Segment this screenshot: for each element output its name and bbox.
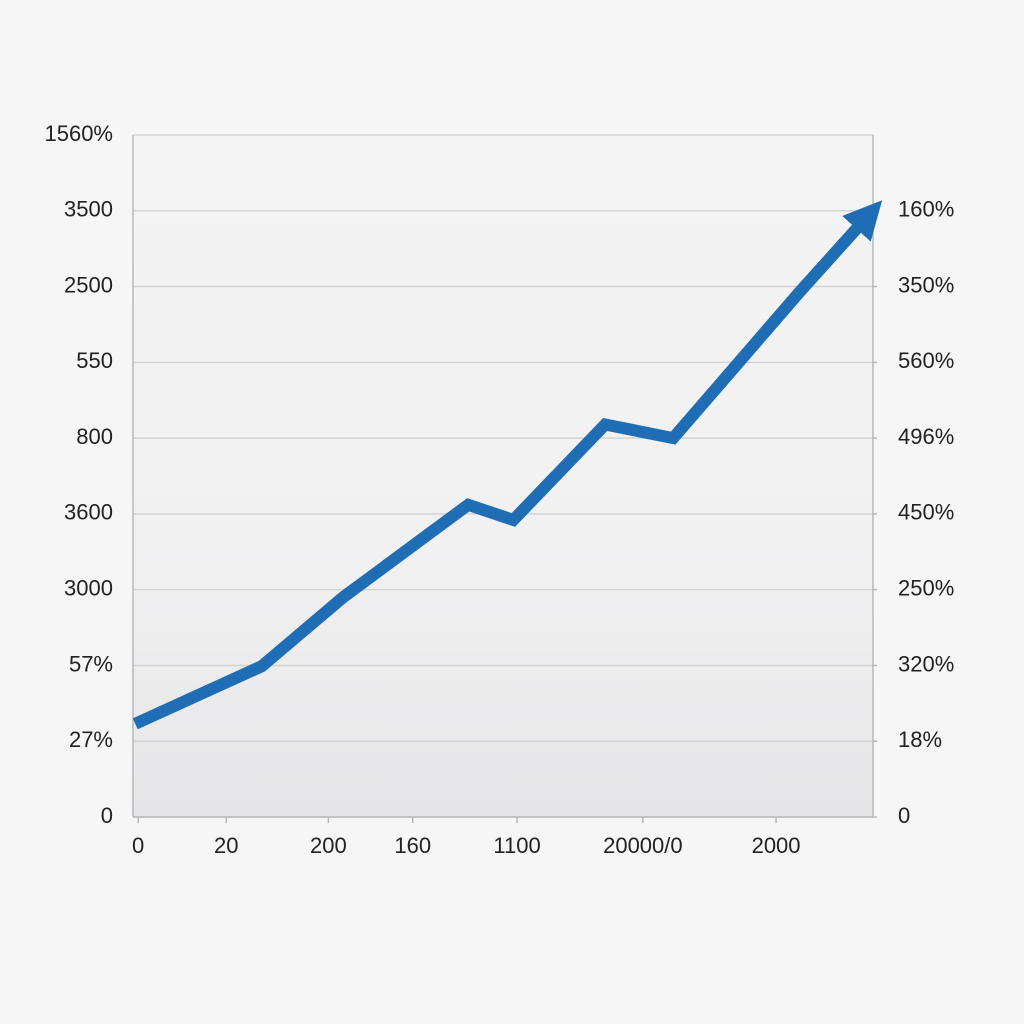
x-tick-label: 20 [214, 833, 238, 858]
y-tick-label: 3600 [64, 500, 113, 525]
y2-tick-label: 450% [898, 500, 954, 525]
x-tick-label: 20000/0 [603, 833, 683, 858]
x-tick-label: 160 [394, 833, 431, 858]
x-tick-label: 1100 [493, 833, 540, 858]
y2-tick-label: 496% [898, 424, 954, 449]
y2-tick-label: 250% [898, 575, 954, 600]
y2-tick-label: 160% [898, 197, 954, 222]
y2-tick-label: 560% [898, 348, 954, 373]
y-tick-label: 3500 [64, 197, 113, 222]
y-tick-label: 57% [69, 651, 113, 676]
y2-tick-label: 0 [898, 803, 910, 828]
x-tick-label: 2000 [752, 833, 801, 858]
plot-area [133, 135, 873, 817]
x-tick-label: 200 [310, 833, 347, 858]
y-tick-label: 2500 [64, 272, 113, 297]
y-tick-label: 1560% [44, 121, 113, 146]
y-tick-label: 800 [76, 424, 113, 449]
y2-tick-label: 350% [898, 272, 954, 297]
y-tick-label: 3000 [64, 575, 113, 600]
data-line [132, 200, 883, 730]
y2-tick-label: 18% [898, 727, 942, 752]
y-tick-label: 27% [69, 727, 113, 752]
y2-tick-label: 320% [898, 651, 954, 676]
y-tick-label: 550 [76, 348, 113, 373]
y-tick-label: 0 [101, 803, 113, 828]
x-tick-label: 0 [132, 833, 144, 858]
